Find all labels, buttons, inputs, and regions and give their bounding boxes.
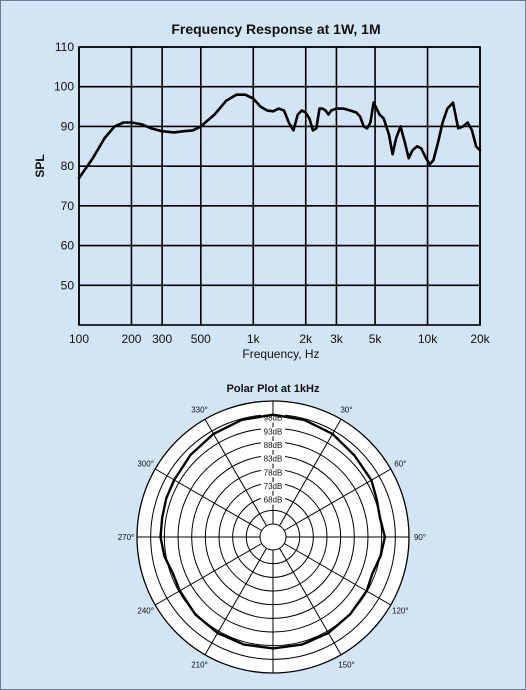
polar-spoke — [279, 548, 342, 656]
polar-ring-labels: 98dB 93dB 88dB 83dB 78dB 73dB 68dB — [261, 413, 285, 505]
polar-ring-label: 93dB — [264, 427, 283, 436]
frequency-x-axis-label: Frequency, Hz — [242, 347, 319, 361]
polar-spoke — [204, 548, 267, 656]
frequency-y-ticks: 50 60 70 80 90 100 110 — [54, 40, 74, 292]
ring-label-backdrop — [261, 468, 285, 478]
frequency-y-axis-label: SPL — [33, 154, 47, 177]
x-tick-label: 10k — [418, 332, 438, 346]
polar-angle-label: 30° — [340, 406, 352, 415]
polar-ring-label: 83dB — [264, 455, 283, 464]
ring-label-backdrop — [261, 427, 285, 437]
frequency-chart-grid — [78, 46, 481, 325]
polar-angle-label: 60° — [394, 460, 406, 469]
polar-spoke — [279, 418, 342, 526]
y-tick-label: 60 — [61, 239, 75, 253]
frequency-chart-title: Frequency Response at 1W, 1M — [171, 21, 380, 37]
x-tick-label: 3k — [330, 332, 344, 346]
polar-angle-label: 150° — [338, 660, 355, 669]
ring-label-backdrop — [261, 495, 285, 505]
polar-angle-label: 90° — [414, 533, 426, 542]
frequency-x-ticks: 100 200 300 500 1k 2k 3k 5k 10k 20k — [69, 332, 491, 346]
polar-angle-labels: 30° 60° 90° 120° 150° 210° 240° 270° 300° 330° — [118, 406, 426, 670]
ring-label-backdrop — [261, 441, 285, 450]
ring-label-backdrop — [261, 482, 285, 491]
x-tick-label: 1k — [247, 332, 261, 346]
x-tick-label: 2k — [299, 332, 313, 346]
x-tick-label: 200 — [121, 332, 141, 346]
polar-ring-label: 98dB — [264, 414, 283, 423]
polar-spoke — [284, 468, 392, 531]
x-tick-label: 500 — [191, 332, 211, 346]
x-tick-label: 300 — [152, 332, 172, 346]
polar-spoke — [204, 418, 267, 526]
polar-angle-label: 270° — [118, 533, 135, 542]
polar-chart-title: Polar Plot at 1kHz — [227, 383, 320, 395]
y-tick-label: 90 — [61, 119, 75, 133]
polar-spoke — [284, 543, 392, 606]
y-tick-label: 80 — [61, 159, 75, 173]
polar-angle-label: 120° — [392, 607, 409, 616]
polar-angle-label: 330° — [191, 406, 208, 415]
ring-label-backdrop — [261, 454, 285, 464]
y-tick-label: 70 — [61, 199, 75, 213]
polar-angle-label: 240° — [137, 607, 154, 616]
x-tick-label: 20k — [470, 332, 490, 346]
polar-response-curve — [159, 413, 387, 650]
y-tick-label: 100 — [54, 80, 74, 94]
x-tick-label: 100 — [69, 332, 89, 346]
x-tick-label: 5k — [369, 332, 383, 346]
frequency-response-curve — [77, 93, 482, 180]
polar-angle-label: 210° — [191, 660, 208, 669]
y-tick-label: 110 — [55, 40, 74, 54]
polar-spoke — [154, 543, 262, 606]
polar-angle-label: 300° — [137, 460, 154, 469]
ring-label-backdrop — [261, 413, 285, 423]
y-tick-label: 50 — [61, 278, 75, 292]
polar-spoke — [154, 468, 262, 531]
polar-ring-label: 68dB — [264, 496, 283, 505]
polar-ring-label: 88dB — [264, 441, 283, 450]
polar-ring-label: 73dB — [264, 482, 283, 491]
frequency-plot-border — [78, 46, 481, 326]
polar-ring-label: 78dB — [264, 468, 283, 477]
